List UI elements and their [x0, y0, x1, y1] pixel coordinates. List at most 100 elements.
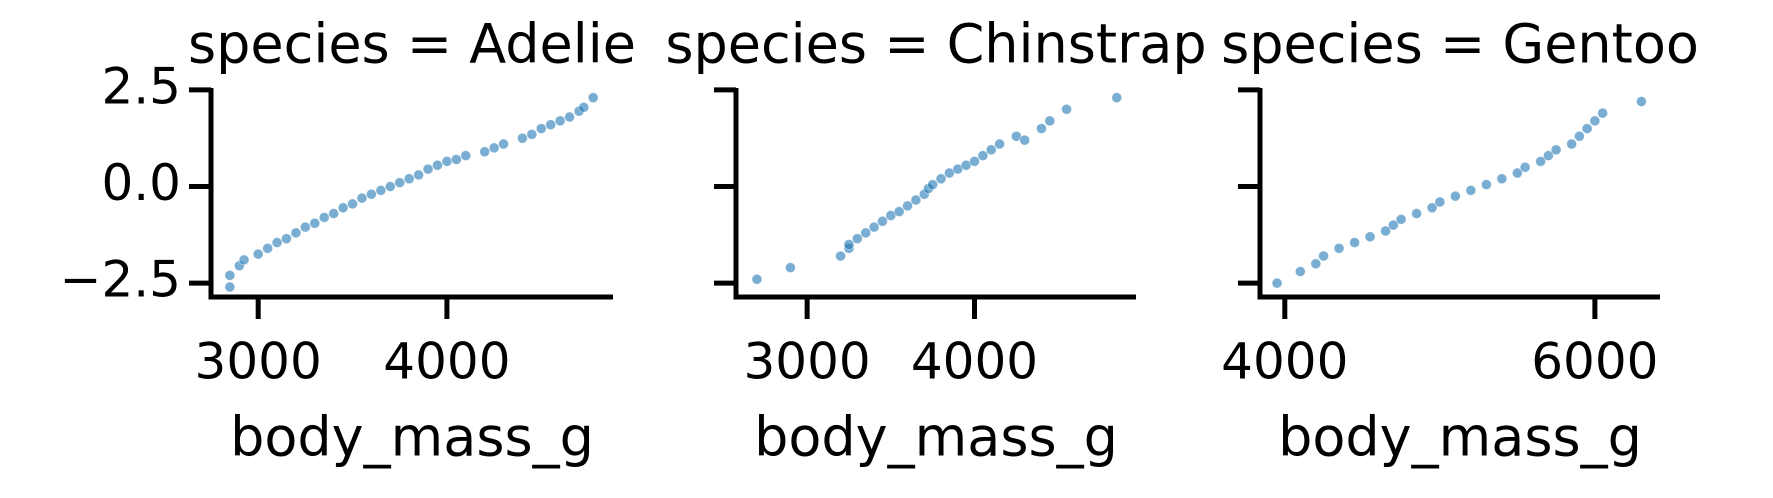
- point: [488, 142, 500, 154]
- point: [564, 111, 575, 123]
- point: [1271, 277, 1283, 289]
- point: [1465, 184, 1477, 196]
- point: [498, 138, 509, 150]
- point: [1111, 92, 1123, 104]
- point: [1542, 150, 1554, 162]
- point: [868, 221, 880, 233]
- point: [1061, 103, 1072, 115]
- point: [1395, 213, 1407, 225]
- point: [422, 163, 434, 175]
- point: [1044, 115, 1056, 127]
- x-tick-label: 6000: [1531, 333, 1658, 391]
- point: [893, 206, 905, 218]
- point: [969, 156, 980, 167]
- x-tick-label: 3000: [195, 333, 322, 391]
- point: [1519, 161, 1531, 173]
- point: [517, 132, 528, 144]
- point: [224, 269, 236, 281]
- point: [1318, 250, 1329, 262]
- point: [441, 156, 453, 167]
- point: [384, 181, 396, 192]
- point: [935, 173, 947, 185]
- point: [1511, 167, 1523, 179]
- point: [843, 239, 855, 250]
- point: [375, 184, 387, 196]
- x-tick-label: 4000: [1221, 333, 1348, 391]
- point: [1597, 107, 1609, 119]
- point: [927, 179, 939, 190]
- point: [1387, 219, 1399, 231]
- point: [450, 154, 462, 165]
- point: [1349, 237, 1360, 248]
- point: [526, 128, 538, 140]
- point: [328, 208, 340, 219]
- point: [1364, 231, 1376, 243]
- x-tick-label: 4000: [911, 333, 1038, 391]
- point: [994, 138, 1005, 150]
- point: [784, 262, 796, 274]
- x-axis-label: body_mass_g: [230, 406, 594, 469]
- point: [262, 242, 274, 254]
- point: [394, 177, 406, 189]
- point: [403, 173, 415, 185]
- point: [224, 281, 236, 293]
- point: [985, 144, 997, 156]
- point: [1496, 173, 1508, 185]
- point: [1581, 123, 1593, 134]
- point: [535, 123, 547, 134]
- point: [318, 212, 330, 223]
- point: [1434, 196, 1446, 208]
- point: [1426, 202, 1438, 214]
- x-axis-label: body_mass_g: [1278, 406, 1642, 469]
- point: [271, 237, 283, 248]
- point: [1573, 130, 1585, 142]
- point: [356, 192, 368, 204]
- point: [1449, 190, 1461, 202]
- point: [1589, 115, 1601, 127]
- point: [1550, 144, 1562, 156]
- point: [1333, 242, 1345, 254]
- y-tick-label: 0.0: [101, 154, 181, 212]
- point: [902, 200, 913, 212]
- point: [1535, 156, 1547, 167]
- point: [587, 92, 599, 104]
- x-tick-label: 4000: [383, 333, 510, 391]
- point: [977, 150, 989, 162]
- point: [835, 250, 847, 262]
- point: [851, 233, 863, 245]
- point: [299, 221, 311, 233]
- point: [1036, 123, 1047, 134]
- point: [860, 227, 872, 239]
- point: [432, 159, 443, 171]
- panel-title: species = Chinstrap: [665, 13, 1206, 76]
- point: [252, 248, 264, 260]
- point: [479, 146, 491, 158]
- point: [238, 254, 250, 266]
- panel-title: species = Adelie: [188, 13, 636, 76]
- point: [910, 194, 922, 206]
- point: [1380, 225, 1391, 237]
- point: [337, 202, 349, 214]
- point: [1566, 138, 1578, 150]
- point: [751, 273, 763, 285]
- point: [1480, 179, 1492, 190]
- panel-title: species = Gentoo: [1221, 13, 1699, 76]
- point: [1411, 208, 1422, 219]
- x-axis-label: body_mass_g: [754, 406, 1118, 469]
- point: [554, 115, 566, 127]
- point: [309, 217, 321, 229]
- point: [1635, 96, 1647, 107]
- y-tick-label: −2.5: [60, 251, 181, 309]
- x-tick-label: 3000: [744, 333, 871, 391]
- point: [545, 119, 557, 131]
- point: [413, 169, 425, 181]
- point: [347, 198, 358, 210]
- point: [290, 227, 302, 239]
- point: [1019, 134, 1031, 146]
- point: [578, 101, 590, 113]
- point: [366, 188, 377, 200]
- y-tick-label: 2.5: [101, 57, 181, 115]
- point: [877, 215, 888, 227]
- point: [1294, 266, 1306, 277]
